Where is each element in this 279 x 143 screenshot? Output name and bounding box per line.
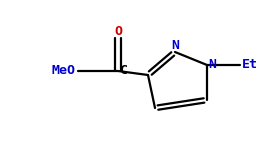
Text: Et: Et xyxy=(242,58,258,72)
Text: N: N xyxy=(171,39,179,52)
Text: N: N xyxy=(208,58,216,72)
Text: C: C xyxy=(120,64,128,78)
Text: O: O xyxy=(114,25,122,38)
Text: MeO: MeO xyxy=(52,64,76,78)
